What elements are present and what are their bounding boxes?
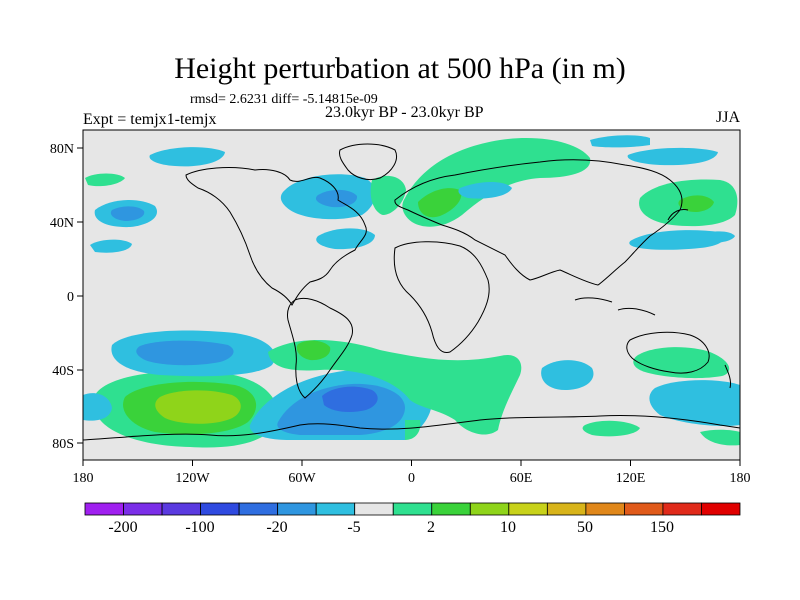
anomaly-far-west-blue: [83, 393, 112, 421]
anomaly-south-pacific-core: [155, 390, 241, 424]
experiment-label: Expt = temjx1-temjx: [83, 111, 217, 128]
anomaly-40s-pacific-core: [136, 340, 234, 366]
colorbar: [84, 502, 741, 516]
anomaly-indian-ocean-blue: [541, 360, 594, 390]
colorbar-swatch: [354, 502, 394, 516]
anomaly-south-america-positive: [296, 340, 331, 361]
lon-tick-label: 120W: [175, 471, 210, 486]
anomaly-antarctic-green-far-east: [700, 429, 740, 446]
colorbar-label: -5: [347, 519, 360, 536]
map-title: Height perturbation at 500 hPa (in m): [174, 52, 626, 85]
lat-tick-label: 80S: [52, 437, 74, 452]
anomaly-north-pacific-east-core: [678, 195, 714, 212]
anomaly-asia-blue-north: [627, 147, 718, 166]
lon-axis: 180 120W 60W 0 60E 120E 180: [73, 460, 751, 486]
lat-tick-label: 0: [67, 290, 74, 305]
colorbar-swatch: [624, 502, 664, 516]
rmsd-stats: rmsd= 2.6231 diff= -5.14815e-09: [190, 92, 378, 107]
lat-axis: 80N 40N 0 40S 80S: [50, 142, 83, 452]
anomaly-arctic-east-blue: [590, 135, 650, 148]
coast-greenland: [339, 143, 397, 181]
anomaly-southern-ocean-blue: [649, 380, 740, 426]
coastlines: [83, 143, 740, 441]
colorbar-swatch: [123, 502, 163, 516]
anomaly-southern-antarctic-tongue: [405, 420, 421, 440]
anomaly-australia-green: [633, 347, 730, 379]
colorbar-swatch: [200, 502, 240, 516]
lat-tick-label: 40N: [50, 216, 74, 231]
colorbar-label: 150: [650, 519, 674, 536]
lon-tick-label: 60W: [288, 471, 316, 486]
coast-north-america: [185, 167, 367, 306]
colorbar-swatch: [161, 502, 201, 516]
colorbar-swatch: [238, 502, 279, 516]
lon-tick-label: 120E: [616, 471, 646, 486]
colorbar-swatch: [315, 502, 356, 516]
colorbar-label: 10: [500, 519, 516, 536]
anomaly-southern-band: [268, 340, 522, 435]
lat-tick-label: 80N: [50, 142, 74, 157]
anomaly-asia-blue: [458, 182, 512, 199]
colorbar-label: 2: [427, 519, 435, 536]
colorbar-swatch: [662, 502, 702, 516]
coast-antarctica: [83, 414, 740, 441]
anomaly-europe-core: [418, 188, 462, 218]
colorbar-swatch: [392, 502, 433, 516]
contour-fields: [83, 135, 740, 448]
lon-tick-label: 60E: [510, 471, 533, 486]
anomaly-north-america-core: [315, 189, 358, 208]
colorbar-swatch: [701, 502, 741, 516]
coast-new-zealand: [724, 364, 731, 389]
colorbar-swatch: [585, 502, 625, 516]
anomaly-pacific-tropic-blue: [90, 239, 132, 253]
colorbar-swatch: [546, 502, 587, 516]
colorbar-swatch: [431, 502, 471, 516]
anomaly-atlantic-blue: [316, 228, 375, 250]
coast-australia: [626, 331, 710, 374]
coast-south-america: [287, 297, 354, 399]
colorbar-swatch: [508, 502, 548, 516]
lat-tick-label: 40S: [52, 364, 74, 379]
coast-africa: [393, 241, 490, 354]
colorbar-swatch: [84, 502, 124, 516]
colorbar-label: -100: [185, 519, 214, 536]
anomaly-antarctic-green-east: [582, 420, 640, 437]
period-label: 23.0kyr BP - 23.0kyr BP: [325, 104, 484, 121]
coast-eurasia: [394, 159, 683, 286]
anomaly-arctic-blue-west: [149, 147, 225, 167]
anomaly-south-atlantic-core: [322, 386, 378, 413]
anomaly-arctic-green-west: [85, 173, 125, 187]
coast-indonesia: [574, 297, 656, 316]
lon-tick-label: 180: [73, 471, 94, 486]
lon-tick-label: 180: [730, 471, 751, 486]
colorbar-swatch: [469, 502, 510, 516]
anomaly-north-pacific-core: [110, 206, 145, 221]
anomaly-northeast-blue-strip: [700, 231, 735, 243]
colorbar-labels: -200 -100 -20 -5 2 10 50 150: [108, 519, 674, 536]
coast-japan: [667, 209, 689, 221]
colorbar-label: -20: [266, 519, 287, 536]
colorbar-label: -200: [108, 519, 137, 536]
colorbar-swatch: [277, 502, 317, 516]
season-label: JJA: [715, 109, 740, 126]
colorbar-label: 50: [577, 519, 593, 536]
lon-tick-label: 0: [408, 471, 415, 486]
